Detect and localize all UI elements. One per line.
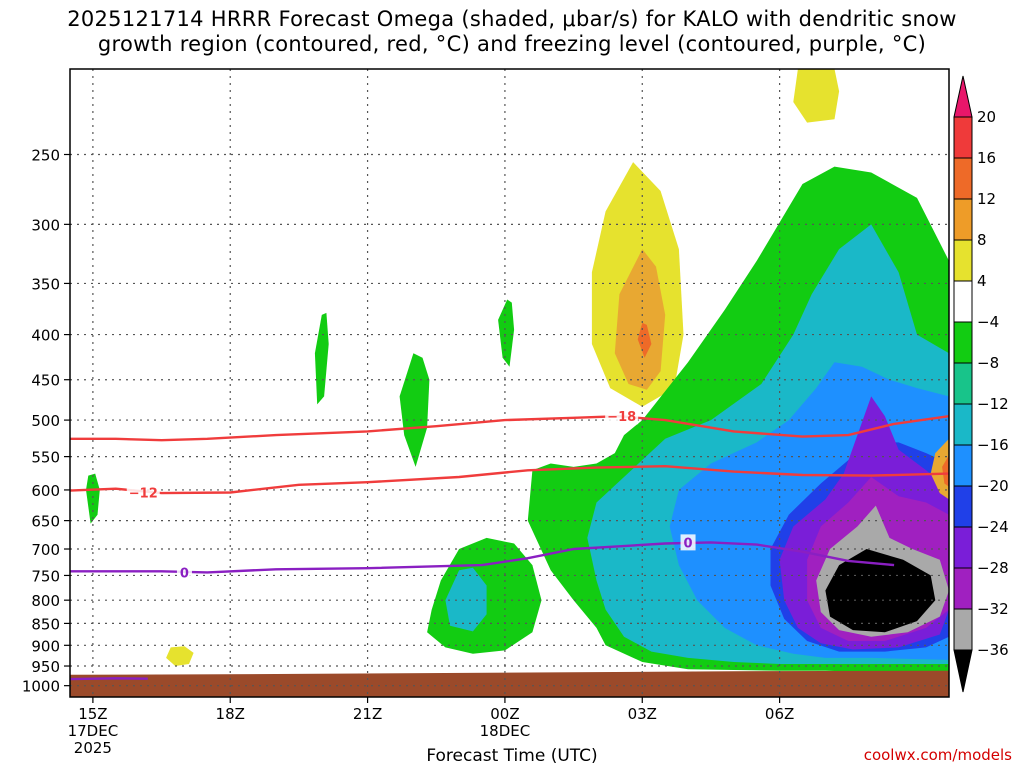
colorbar-label-11: −28 [977, 559, 1009, 577]
colorbar-segment-0 [953, 116, 973, 159]
y-tick-label-500: 500 [31, 412, 60, 430]
y-tick-label-700: 700 [31, 541, 60, 559]
x-tick-label-15Z-2: 2025 [74, 739, 112, 757]
x-tick-label-00Z-1: 18DEC [480, 722, 531, 740]
contour-dendritic-1 [70, 465, 949, 495]
colorbar-label-10: −24 [977, 518, 1009, 536]
contour-freezing-surface-3 [70, 677, 148, 681]
colorbar-segment-12 [953, 608, 973, 651]
x-tick-label-15Z-1: 17DEC [68, 722, 119, 740]
omega-region-20 [942, 455, 949, 487]
y-tick-label-900: 900 [31, 637, 60, 655]
colorbar-segment-2 [953, 198, 973, 241]
contour-label-bg [176, 564, 192, 581]
x-tick-label-00Z-0: 00Z [490, 705, 519, 723]
ground-fill [70, 670, 949, 697]
y-tick-label-350: 350 [31, 275, 60, 293]
x-tick-label-06Z-0: 06Z [765, 705, 794, 723]
y-tick-label-850: 850 [31, 615, 60, 633]
y-tick-label-750: 750 [31, 567, 60, 585]
plot-frame [69, 68, 950, 698]
colorbar-label-4: 4 [977, 272, 987, 290]
colorbar-segment-10 [953, 526, 973, 569]
colorbar-segment-6 [953, 362, 973, 405]
colorbar-segment-9 [953, 485, 973, 528]
contour-label-bg [680, 534, 696, 551]
colorbar-label-1: 16 [977, 149, 996, 167]
colorbar-label-9: −20 [977, 477, 1009, 495]
colorbar-label-2: 12 [977, 190, 996, 208]
y-tick-label-600: 600 [31, 482, 60, 500]
colorbar-segment-7 [953, 403, 973, 446]
colorbar-label-5: −4 [977, 313, 999, 331]
omega-region-7 [399, 353, 430, 467]
colorbar-segment-11 [953, 567, 973, 610]
y-axis: 250 300 350 400 450 500 550 600 650 700 750 800 850 9… [22, 146, 70, 696]
colorbar-label-0: 20 [977, 108, 996, 126]
plot-border [69, 68, 950, 698]
contour-label-1-0: −12 [129, 486, 158, 501]
omega-region-19 [930, 438, 949, 500]
x-tick-label-03Z-0: 03Z [628, 705, 657, 723]
y-tick-label-650: 650 [31, 513, 60, 531]
x-tick-label-18Z-0: 18Z [216, 705, 245, 723]
y-tick-label-1000: 1000 [22, 678, 60, 696]
x-tick-label-21Z-0: 21Z [353, 705, 382, 723]
contour-label-2-1: 0 [684, 536, 693, 551]
chart-title-line-1: 2025121714 HRRR Forecast Omega (shaded, … [67, 7, 957, 31]
omega-region-10 [445, 567, 487, 632]
colorbar-label-12: −32 [977, 600, 1009, 618]
colorbar-segment-5 [953, 321, 973, 364]
colorbar-label-6: −8 [977, 354, 999, 372]
colorbar-segment-3 [953, 239, 973, 282]
credit-link[interactable]: coolwx.com/models [863, 746, 1012, 764]
x-tick-label-15Z-0: 15Z [78, 705, 107, 723]
colorbar-segment-1 [953, 157, 973, 200]
contour-freezing-2 [70, 541, 895, 574]
contour-label-bg [126, 484, 160, 501]
colorbar-bottom-arrow [953, 649, 973, 693]
colorbar-label-8: −16 [977, 436, 1009, 454]
y-tick-label-550: 550 [31, 449, 60, 467]
colorbar-label-3: 8 [977, 231, 987, 249]
contour-lines: −18 −12 0 0 [70, 408, 949, 681]
colorbar-label-13: −36 [977, 641, 1009, 659]
colorbar-label-7: −12 [977, 395, 1009, 413]
omega-region-18 [825, 549, 936, 633]
colorbar-top-arrow [953, 75, 973, 118]
colorbar-segment-4 [953, 280, 973, 323]
y-tick-label-400: 400 [31, 327, 60, 345]
contour-label-bg [605, 408, 639, 425]
omega-region-5 [86, 473, 100, 524]
contour-label-0-0: −18 [607, 410, 636, 425]
y-tick-label-800: 800 [31, 592, 60, 610]
colorbar-segment-8 [953, 444, 973, 487]
chart-title-line-2: growth region (contoured, red, °C) and f… [97, 32, 927, 56]
omega-region-0 [793, 69, 840, 123]
omega-region-3 [637, 322, 652, 358]
ground-terrain [70, 670, 949, 697]
omega-region-8 [498, 299, 515, 367]
y-tick-label-950: 950 [31, 658, 60, 676]
contour-dendritic-0 [70, 415, 949, 442]
y-tick-label-300: 300 [31, 216, 60, 234]
y-tick-label-250: 250 [31, 146, 60, 164]
contour-label-2-0: 0 [180, 566, 189, 581]
y-tick-label-450: 450 [31, 372, 60, 390]
omega-region-2 [614, 249, 666, 390]
omega-region-4 [166, 646, 194, 666]
x-axis-title: Forecast Time (UTC) [426, 746, 598, 766]
omega-region-6 [314, 312, 329, 405]
colorbar: 20 16 12 8 4 −4 −8 −12 −16 −20 −24 −28 −32 −36 [953, 75, 1009, 693]
